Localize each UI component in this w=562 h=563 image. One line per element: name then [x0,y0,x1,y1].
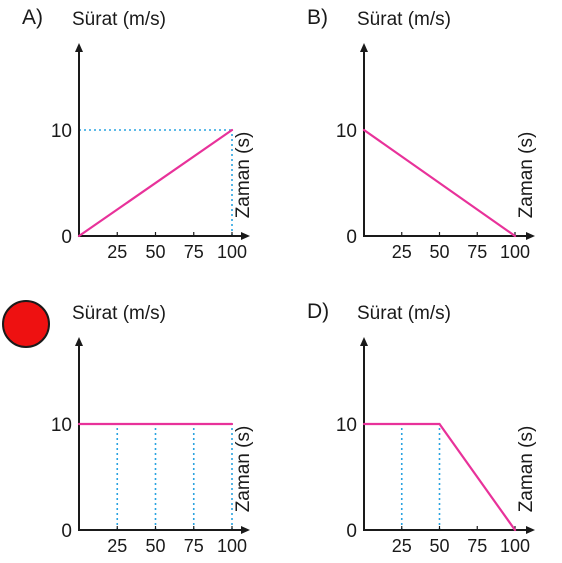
x-axis-arrow [526,526,535,534]
y-tick-label: 0 [61,227,72,248]
x-axis-arrow [241,232,250,240]
x-tick-label: 25 [392,242,412,262]
series-line [362,128,517,238]
x-tick-label: 25 [107,536,127,556]
y-tick-label: 10 [336,121,357,142]
y-axis-label: Sürat (m/s) [72,303,166,324]
selected-answer-marker [2,300,50,348]
option-label: B) [307,6,328,29]
y-tick-label: 0 [346,521,357,542]
y-tick-label: 10 [51,415,72,436]
series-line [77,128,234,238]
x-tick-label: 100 [217,536,247,556]
chart-panel-2: 25 50 75 100 0 10 Sürat (m/s) Zaman (s) B) [307,6,537,262]
option-label: D) [307,300,329,323]
x-tick-label: 75 [467,536,487,556]
y-axis-label: Sürat (m/s) [357,9,451,30]
x-axis-arrow [526,232,535,240]
x-tick-label: 100 [500,242,530,262]
y-tick-label: 0 [61,521,72,542]
x-axis-label: Zaman (s) [516,132,537,219]
chart-panel-4: 25 50 75 100 0 10 Sürat (m/s) Zaman (s) D) [307,300,537,556]
option-label: A) [22,6,43,29]
y-axis-label: Sürat (m/s) [72,9,166,30]
x-tick-label: 75 [467,242,487,262]
x-tick-label: 75 [184,536,204,556]
y-axis-arrow [75,337,83,346]
y-tick-label: 10 [336,415,357,436]
x-tick-label: 50 [429,242,449,262]
x-tick-label: 100 [217,242,247,262]
y-axis-arrow [360,43,368,52]
series-line [362,422,517,532]
y-tick-label: 0 [346,227,357,248]
chart-panel-1: 25 50 75 100 0 10 Sürat (m/s) Zaman (s) A) [22,6,254,262]
x-axis-label: Zaman (s) [233,132,254,219]
y-axis-arrow [360,337,368,346]
x-tick-label: 25 [107,242,127,262]
x-tick-label: 25 [392,536,412,556]
x-axis-label: Zaman (s) [233,426,254,513]
x-tick-label: 75 [184,242,204,262]
x-tick-label: 50 [145,242,165,262]
x-axis-arrow [241,526,250,534]
y-axis-label: Sürat (m/s) [357,303,451,324]
y-axis-arrow [75,43,83,52]
x-axis-label: Zaman (s) [516,426,537,513]
x-tick-label: 50 [429,536,449,556]
y-tick-label: 10 [51,121,72,142]
x-tick-label: 100 [500,536,530,556]
chart-panel-3: 25 50 75 100 0 10 Sürat (m/s) Zaman (s) [2,300,254,556]
x-tick-label: 50 [145,536,165,556]
